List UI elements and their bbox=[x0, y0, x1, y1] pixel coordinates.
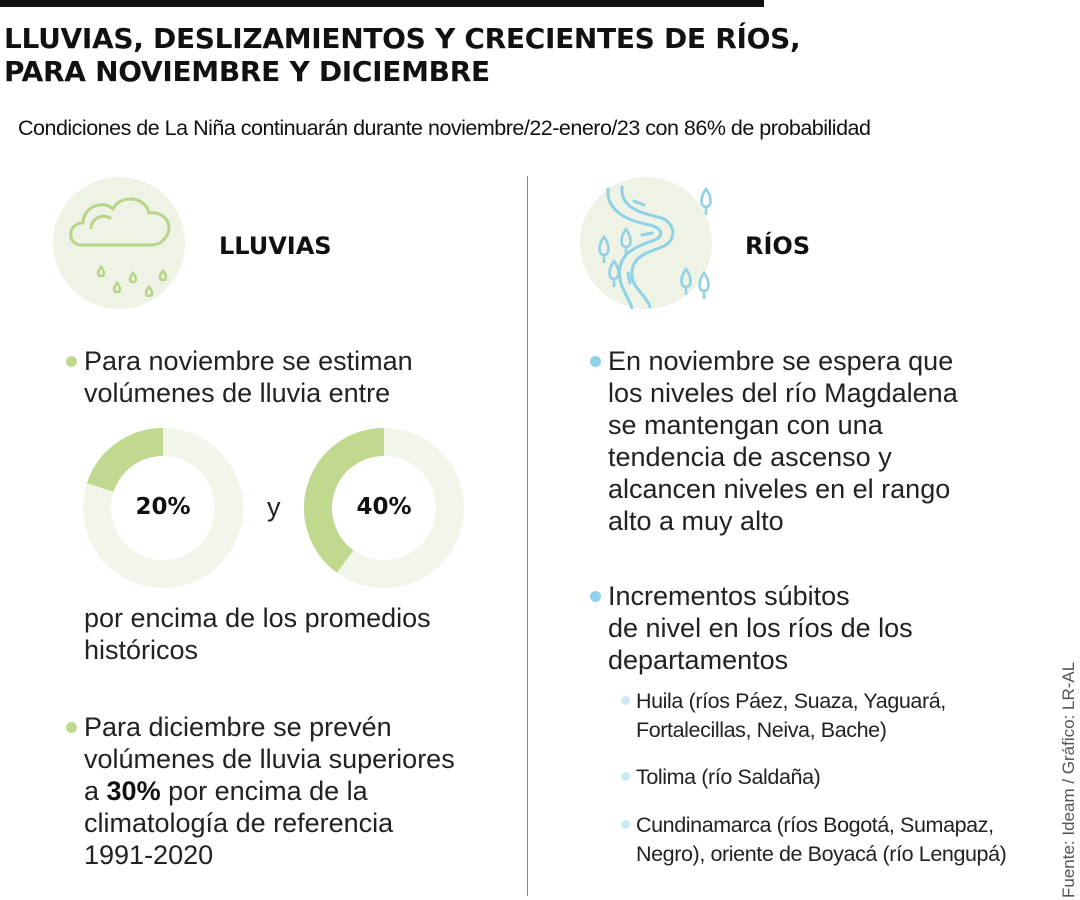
rain-cloud-icon bbox=[69, 197, 171, 298]
rios-b1-line1: En noviembre se espera que bbox=[608, 346, 954, 376]
top-rule bbox=[0, 0, 764, 7]
donut-1-label: 20% bbox=[135, 494, 191, 520]
lluvias-after-donuts: por encima de los promedios históricos bbox=[84, 602, 431, 666]
rios-b1-line2: los niveles del río Magdalena bbox=[608, 378, 958, 408]
tolima-line1: Tolima (río Saldaña) bbox=[636, 765, 821, 789]
lluvias-b2-line1: Para diciembre se prevén bbox=[84, 712, 392, 742]
lluvias-heading: LLUVIAS bbox=[219, 232, 332, 260]
cundinamarca-line1: Cundinamarca (ríos Bogotá, Sumapaz, bbox=[636, 813, 994, 837]
rios-heading: RÍOS bbox=[745, 232, 811, 260]
rios-bullet-increments: Incrementos súbitos de nivel en los ríos… bbox=[590, 580, 913, 676]
column-divider bbox=[527, 176, 528, 896]
after-line1: por encima de los promedios bbox=[84, 603, 431, 633]
bullet-dot bbox=[590, 591, 601, 602]
donut-fill bbox=[304, 428, 385, 573]
lluvias-b2-line5: 1991-2020 bbox=[84, 840, 214, 870]
source-credit: Fuente: Ideam / Gráfico: LR-AL bbox=[1059, 661, 1078, 898]
lluvias-b2-suffix: por encima de la bbox=[160, 776, 368, 806]
lluvias-b1-line2: volúmenes de lluvia entre bbox=[84, 378, 391, 408]
sub-item-huila: Huila (ríos Páez, Suaza, Yaguará, Fortal… bbox=[621, 687, 946, 745]
lluvias-b2-line4: climatología de referencia bbox=[84, 808, 394, 838]
lluvias-b2-line2: volúmenes de lluvia superiores bbox=[84, 744, 455, 774]
after-line2: históricos bbox=[84, 635, 199, 665]
lluvias-b1-line1: Para noviembre se estiman bbox=[84, 346, 413, 376]
rios-b2-line3: departamentos bbox=[608, 645, 789, 675]
cundinamarca-line2: Negro), oriente de Boyacá (río Lengupá) bbox=[636, 842, 1007, 866]
rios-b1-line5: alcancen niveles en el rango bbox=[608, 474, 951, 504]
lluvias-b2-prefix: a bbox=[84, 776, 107, 806]
lluvias-bullet-december: Para diciembre se prevén volúmenes de ll… bbox=[66, 711, 455, 871]
title-line-2: PARA NOVIEMBRE Y DICIEMBRE bbox=[4, 55, 490, 88]
subtitle: Condiciones de La Niña continuarán duran… bbox=[18, 116, 871, 140]
donut-chart-20 bbox=[83, 428, 243, 588]
rios-b1-line6: alto a muy alto bbox=[608, 506, 784, 536]
sub-bullet-dot bbox=[621, 772, 630, 781]
rios-bullet-november: En noviembre se espera que los niveles d… bbox=[590, 345, 958, 537]
sub-bullet-dot bbox=[621, 820, 630, 829]
connector-text: y bbox=[267, 492, 281, 522]
page-title: LLUVIAS, DESLIZAMIENTOS Y CRECIENTES DE … bbox=[4, 22, 801, 88]
rios-b2-line2: de nivel en los ríos de los bbox=[608, 613, 913, 643]
bullet-dot bbox=[66, 356, 77, 367]
lluvias-b2-bold: 30% bbox=[106, 776, 161, 806]
rain-icon-badge bbox=[53, 177, 185, 309]
huila-line2: Fortalecillas, Neiva, Bache) bbox=[636, 718, 887, 742]
river-icon bbox=[598, 185, 712, 309]
lluvias-bullet-november: Para noviembre se estiman volúmenes de l… bbox=[66, 345, 413, 409]
river-icon-badge bbox=[580, 177, 712, 309]
donut-fill bbox=[86, 428, 164, 493]
rios-b1-line3: se mantengan con una bbox=[608, 410, 883, 440]
sub-item-cundinamarca: Cundinamarca (ríos Bogotá, Sumapaz, Negr… bbox=[621, 811, 1007, 869]
bullet-dot bbox=[66, 722, 77, 733]
sub-item-tolima: Tolima (río Saldaña) bbox=[621, 763, 821, 792]
huila-line1: Huila (ríos Páez, Suaza, Yaguará, bbox=[636, 689, 946, 713]
rios-b1-line4: tendencia de ascenso y bbox=[608, 442, 892, 472]
sub-bullet-dot bbox=[621, 696, 630, 705]
rios-b2-line1: Incrementos súbitos bbox=[608, 581, 850, 611]
donut-chart-40 bbox=[304, 428, 464, 588]
title-line-1: LLUVIAS, DESLIZAMIENTOS Y CRECIENTES DE … bbox=[4, 22, 801, 55]
bullet-dot bbox=[590, 356, 601, 367]
donut-2-label: 40% bbox=[356, 494, 412, 520]
